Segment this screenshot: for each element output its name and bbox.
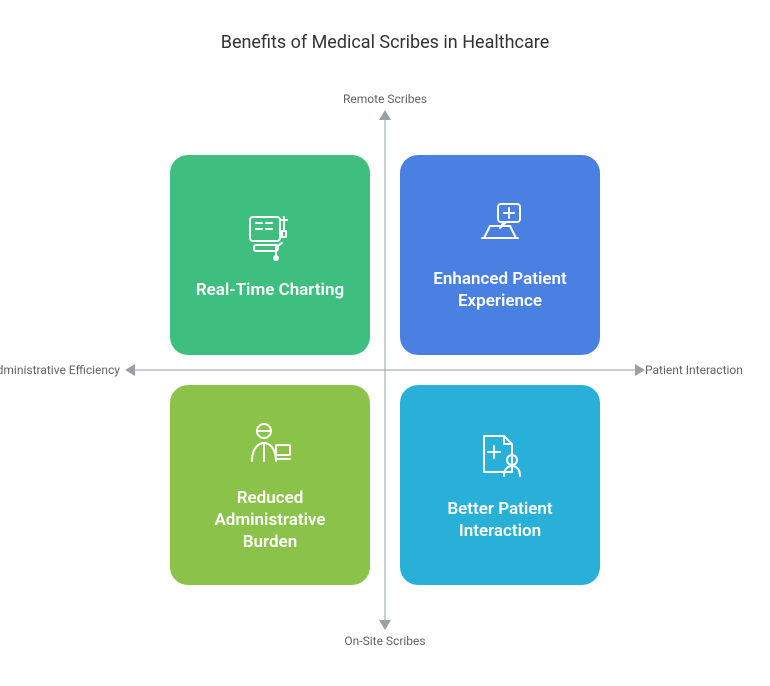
quadrant-label: Real-Time Charting: [196, 279, 344, 301]
page-title: Benefits of Medical Scribes in Healthcar…: [0, 0, 770, 53]
quadrant-label: Reduced Administrative Burden: [188, 487, 352, 553]
quadrant-chart: Remote Scribes On-Site Scribes Administr…: [115, 100, 655, 640]
quadrant-top-right: Enhanced Patient Experience: [400, 155, 600, 355]
arrow-right-icon: [635, 364, 645, 376]
admin-person-icon: [242, 417, 298, 473]
horizontal-axis: [133, 370, 637, 371]
quadrant-bottom-right: Better Patient Interaction: [400, 385, 600, 585]
quadrant-label: Enhanced Patient Experience: [418, 268, 582, 312]
arrow-left-icon: [125, 364, 135, 376]
axis-label-left: Administrative Efficiency: [0, 363, 120, 377]
arrow-up-icon: [379, 110, 391, 120]
axis-label-top: Remote Scribes: [343, 92, 427, 106]
charting-tablet-icon: [242, 209, 298, 265]
telehealth-icon: [472, 198, 528, 254]
quadrant-top-left: Real-Time Charting: [170, 155, 370, 355]
axis-label-bottom: On-Site Scribes: [344, 634, 425, 648]
quadrant-label: Better Patient Interaction: [418, 498, 582, 542]
arrow-down-icon: [379, 620, 391, 630]
axis-label-right: Patient Interaction: [645, 363, 765, 377]
quadrant-bottom-left: Reduced Administrative Burden: [170, 385, 370, 585]
patient-file-icon: [472, 428, 528, 484]
